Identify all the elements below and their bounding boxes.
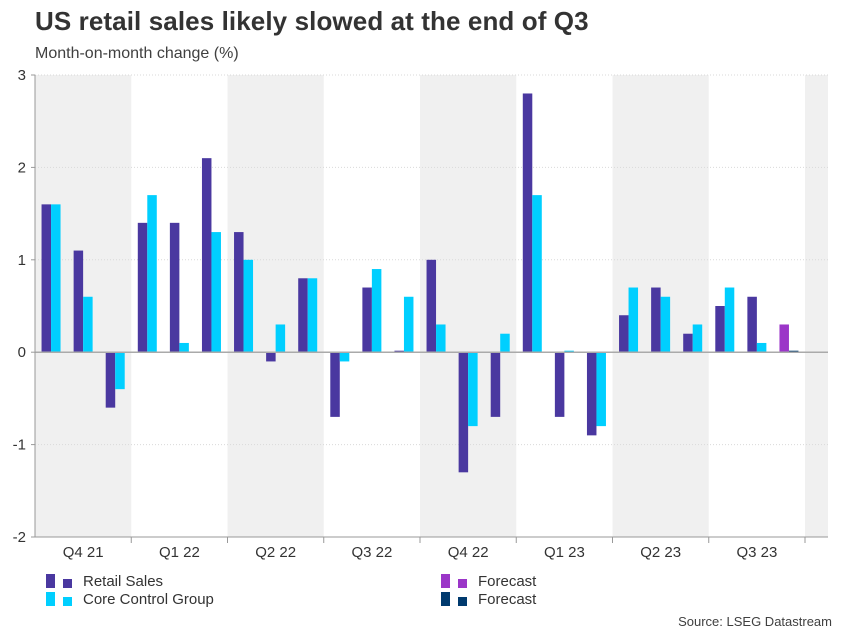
bar-retail-sales	[554, 352, 565, 417]
y-tick-labels: -2 -1 0 1 2 3	[13, 67, 26, 546]
bar-core-control-group	[115, 352, 125, 390]
bar-core-control-group	[724, 287, 735, 353]
x-tick-label: Q3 22	[351, 544, 392, 561]
bar-retail-sales	[619, 315, 629, 353]
legend-swatch-forecast-retail-small	[458, 578, 467, 588]
legend-swatch-forecast-core-small	[458, 596, 467, 606]
y-tick-label: 0	[18, 344, 26, 361]
legend-label-forecast-retail: Forecast	[478, 572, 537, 590]
bar-core-control-group	[83, 296, 93, 353]
bar-retail-sales	[201, 158, 212, 353]
axes	[31, 74, 828, 543]
legend-item-forecast-core: Forecast	[441, 590, 536, 608]
legend-swatch-forecast-core	[441, 592, 450, 606]
x-tick-label: Q2 23	[640, 544, 681, 561]
legend-swatch-retail-sales-small	[63, 578, 72, 588]
bar-core-control-group	[339, 352, 350, 362]
legend-item-core-control-group: Core Control Group	[46, 590, 214, 608]
bar-core-control-group	[628, 287, 639, 353]
bar-core-control-group	[500, 333, 510, 353]
bar-core-control-group	[51, 204, 61, 353]
bar-forecast-retail	[779, 324, 789, 353]
legend-swatch-forecast-retail	[441, 574, 450, 588]
bar-core-control-group	[692, 324, 703, 353]
legend-swatch-core-control-group-small	[63, 596, 72, 606]
bar-core-control-group	[532, 195, 542, 353]
bar-core-control-group	[403, 296, 414, 353]
bar-retail-sales	[298, 278, 308, 353]
x-tick-label: Q1 22	[159, 544, 200, 561]
y-tick-label: 1	[18, 252, 26, 269]
bar-retail-sales	[137, 222, 148, 353]
bar-core-control-group	[179, 342, 189, 353]
legend-label-retail-sales: Retail Sales	[83, 572, 164, 590]
chart-title: US retail sales likely slowed at the end…	[35, 6, 589, 36]
bar-core-control-group	[275, 324, 286, 353]
bar-retail-sales	[747, 296, 757, 353]
y-tick-label: -1	[13, 437, 26, 454]
bar-retail-sales	[426, 259, 437, 353]
chart-subtitle: Month-on-month change (%)	[35, 45, 239, 62]
bar-retail-sales	[586, 352, 597, 436]
bar-core-control-group	[211, 232, 221, 353]
bar-retail-sales	[234, 232, 244, 353]
x-tick-label: Q4 21	[63, 544, 104, 561]
legend-label-core-control-group: Core Control Group	[83, 590, 214, 608]
bar-retail-sales	[266, 352, 276, 362]
bar-core-control-group	[596, 352, 606, 427]
bar-retail-sales	[362, 287, 372, 353]
bar-retail-sales	[458, 352, 469, 473]
bar-retail-sales	[105, 352, 116, 408]
bar-retail-sales	[41, 204, 52, 353]
legend-item-forecast-retail: Forecast	[441, 572, 536, 590]
legend-right: Forecast Forecast	[441, 572, 536, 608]
legend-left: Retail Sales Core Control Group	[46, 572, 214, 608]
y-tick-label: 2	[18, 159, 26, 176]
bar-core-control-group	[371, 269, 382, 353]
x-tick-labels: Q4 21 Q1 22 Q2 22 Q3 22 Q4 22 Q1 23 Q2 23 Q3 23	[63, 544, 778, 561]
source-note: Source: LSEG Datastream	[678, 614, 832, 629]
quarter-band	[805, 75, 828, 537]
x-tick-label: Q3 23	[736, 544, 777, 561]
bars	[41, 93, 799, 473]
bar-core-control-group	[756, 342, 767, 353]
bar-core-control-group	[307, 278, 318, 353]
bar-core-control-group	[243, 259, 254, 353]
bar-core-control-group	[660, 296, 671, 353]
bar-retail-sales	[330, 352, 340, 417]
bar-retail-sales	[490, 352, 501, 417]
bar-retail-sales	[651, 287, 661, 353]
x-tick-label: Q1 23	[544, 544, 585, 561]
x-tick-label: Q4 22	[448, 544, 489, 561]
bar-retail-sales	[73, 250, 84, 353]
y-tick-label: 3	[18, 67, 26, 84]
bar-core-control-group	[147, 195, 157, 353]
bar-retail-sales	[683, 333, 693, 353]
legend-label-forecast-core: Forecast	[478, 590, 537, 608]
legend-swatch-retail-sales	[46, 574, 55, 588]
bar-core-control-group	[436, 324, 446, 353]
bar-core-control-group	[468, 352, 478, 427]
y-tick-label: -2	[13, 529, 26, 546]
legend-item-retail-sales: Retail Sales	[46, 572, 214, 590]
legend-swatch-core-control-group	[46, 592, 55, 606]
bar-retail-sales	[169, 222, 180, 353]
bar-retail-sales	[522, 93, 533, 353]
x-tick-label: Q2 22	[255, 544, 296, 561]
bar-retail-sales	[715, 306, 725, 353]
